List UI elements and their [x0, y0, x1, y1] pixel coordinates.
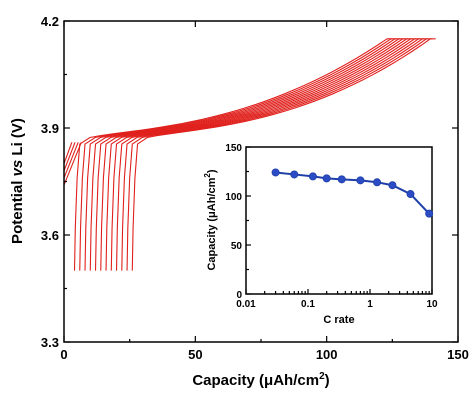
inset-data-point: [337, 175, 346, 184]
charge-curve: [73, 38, 393, 271]
inset-data-point: [425, 209, 434, 218]
inset-data-point: [373, 178, 382, 187]
charge-curve: [100, 38, 413, 271]
inset-data-point: [356, 176, 365, 185]
inset-data-point: [322, 174, 331, 183]
main-curves: [63, 38, 436, 271]
inset-data-point: [308, 172, 317, 181]
inset-series-line: [275, 171, 430, 215]
inset-y-tick-label: 100: [225, 192, 242, 203]
charge-curve: [115, 38, 424, 271]
charge-curve: [94, 38, 409, 271]
inset-x-tick-label: 10: [426, 299, 438, 310]
charge-curve-tail: [63, 142, 82, 186]
charge-curve: [79, 38, 397, 271]
charge-curve-tail: [63, 142, 73, 164]
inset-data-point: [406, 190, 415, 199]
charge-curve: [105, 38, 416, 271]
inset-data-point: [271, 168, 280, 177]
main-x-tick-label: 150: [447, 347, 469, 362]
charge-curve-tail: [63, 142, 79, 179]
inset-y-tick-label: 50: [231, 241, 243, 252]
charge-curve: [110, 38, 420, 271]
inset-data-point: [290, 170, 299, 179]
inset-data-point: [388, 181, 397, 190]
charge-curve: [121, 38, 428, 271]
main-x-tick-label: 100: [316, 347, 338, 362]
inset-x-tick-label: 0.1: [301, 299, 315, 310]
charge-curve: [84, 38, 401, 271]
main-y-tick-label: 3.9: [41, 121, 59, 136]
main-y-tick-label: 3.6: [41, 228, 59, 243]
inset-x-tick-label: 0.01: [236, 299, 256, 310]
charge-curve: [131, 38, 436, 271]
main-x-tick-label: 0: [60, 347, 67, 362]
inset-series: [271, 168, 434, 218]
charge-curve: [126, 38, 432, 271]
inset-y-tick-label: 150: [225, 143, 242, 154]
main-y-tick-label: 3.3: [41, 335, 59, 350]
main-x-axis-label: Capacity (μAh/cm2): [192, 371, 329, 389]
inset-x-tick-label: 1: [367, 299, 373, 310]
charge-curve: [89, 38, 405, 271]
inset-y-axis-label: Capacity (μAh/cm2): [203, 169, 218, 270]
inset-y-tick-label: 0: [236, 290, 242, 301]
charge-curve-tail: [63, 142, 76, 171]
inset-x-axis-label: C rate: [323, 314, 354, 326]
main-y-tick-label: 4.2: [41, 14, 59, 29]
main-x-tick-label: 50: [188, 347, 202, 362]
inset-background: [200, 138, 450, 333]
main-y-axis-label: Potential vs Li (V): [9, 118, 26, 244]
